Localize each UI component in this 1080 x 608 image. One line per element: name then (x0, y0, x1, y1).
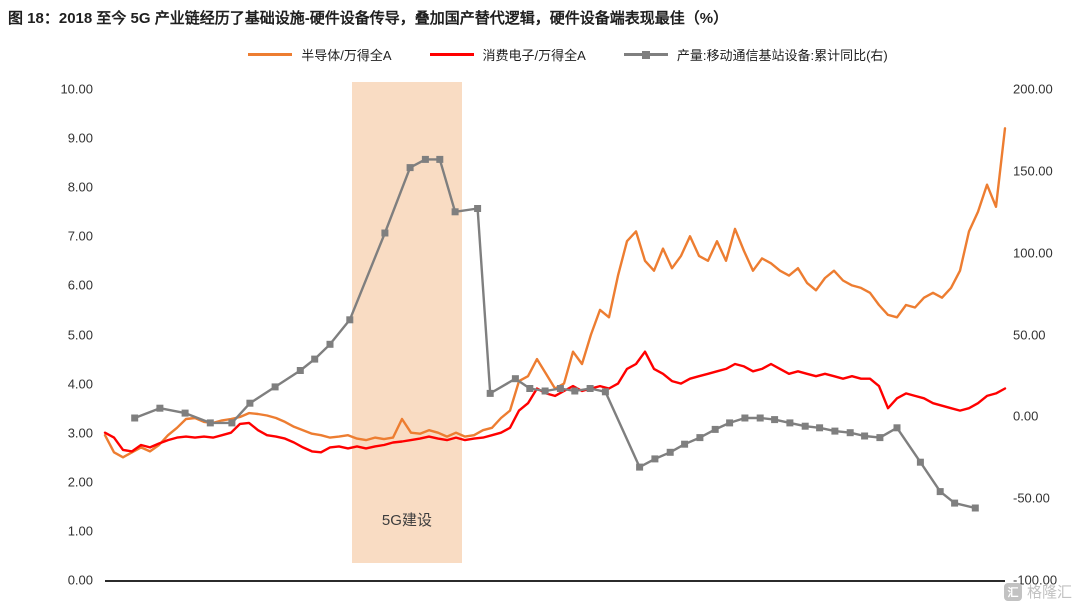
series-marker-square-icon (786, 419, 794, 427)
series-marker-square-icon (436, 155, 444, 163)
series-marker-square-icon (381, 229, 389, 237)
series-marker-square-icon (816, 424, 824, 432)
semiconductor-line-swatch (248, 50, 293, 60)
series-marker-square-icon (756, 414, 764, 422)
series-marker-square-icon (556, 385, 564, 392)
chart-canvas (103, 127, 1007, 512)
axis-tick-label: 0.00 (67, 572, 93, 588)
left-axis-ticks: 10.00 9.00 8.00 7.00 6.00 5.00 4.00 3.00 2.00 1.0… (0, 82, 97, 588)
series-marker-square-icon (801, 422, 809, 430)
axis-tick-label: 7.00 (67, 228, 93, 244)
chart-title: 图 18：2018 至今 5G 产业链经历了基础设施-硬件设备传导，叠加国产替代… (8, 10, 729, 27)
series-marker-square-icon (971, 504, 979, 512)
series-marker-square-icon (156, 404, 164, 412)
series-marker-square-icon (831, 427, 839, 435)
series-marker-square-icon (206, 419, 214, 427)
series-marker-square-icon (571, 387, 579, 395)
semiconductor-line (103, 127, 1007, 459)
series-marker-square-icon (486, 389, 494, 397)
axis-tick-label: 4.00 (67, 376, 93, 392)
right-axis-ticks: 200.00 150.00 100.00 50.00 0.00 -50.00 -100.00 (1011, 82, 1080, 588)
legend-item-base-station: 产量:移动通信基站设备:累计同比(右) (623, 45, 888, 64)
axis-tick-label: 8.00 (67, 179, 93, 195)
axis-tick-label: 50.00 (1013, 327, 1046, 342)
series-marker-square-icon (451, 208, 459, 216)
gelonghui-watermark: 汇 格隆汇 (1003, 581, 1072, 602)
series-marker-square-icon (526, 385, 534, 392)
axis-tick-label: 9.00 (67, 130, 93, 146)
base-station-line-swatch (623, 50, 668, 60)
axis-tick-label: 150.00 (1013, 163, 1053, 179)
base-station-line (133, 158, 977, 510)
axis-tick-label: 1.00 (67, 523, 93, 539)
legend-label-base-station: 产量:移动通信基站设备:累计同比(右) (676, 48, 888, 63)
series-marker-square-icon (741, 414, 749, 422)
series-marker-square-icon (601, 388, 609, 396)
gelonghui-logo-icon: 汇 (1003, 582, 1022, 601)
series-marker-square-icon (951, 499, 959, 507)
series-marker-square-icon (876, 434, 884, 442)
axis-tick-label: 100.00 (1013, 245, 1053, 261)
axis-tick-label: -100.00 (1013, 572, 1058, 588)
series-marker-square-icon (726, 419, 734, 427)
series-marker-square-icon (181, 409, 189, 417)
series-marker-square-icon (228, 419, 236, 427)
series-marker-square-icon (131, 414, 139, 422)
5g-highlight-band (351, 82, 463, 563)
series-marker-square-icon (421, 155, 429, 163)
5g-band-label: 5G建设 (381, 512, 432, 529)
series-marker-square-icon (711, 425, 719, 433)
legend-label-semiconductor: 半导体/万得全A (301, 48, 392, 63)
legend-square-marker-icon (641, 50, 650, 59)
series-marker-square-icon (246, 399, 254, 407)
series-marker-square-icon (326, 340, 334, 348)
legend-line-icon (248, 53, 293, 56)
series-marker-square-icon (406, 164, 414, 172)
plot-region: 5G建设 (103, 82, 1007, 582)
axis-tick-label: 3.00 (67, 425, 93, 441)
series-marker-square-icon (346, 316, 354, 324)
consumer-electronics-line (103, 350, 1007, 454)
axis-tick-label: 0.00 (1013, 408, 1039, 424)
axis-tick-label: 200.00 (1013, 81, 1053, 97)
series-marker-square-icon (846, 429, 854, 437)
series-marker-square-icon (681, 440, 689, 448)
series-marker-square-icon (271, 383, 279, 391)
legend-line-icon (429, 53, 474, 56)
watermark-text: 格隆汇 (1026, 584, 1072, 601)
series-marker-square-icon (916, 458, 924, 466)
series-marker-square-icon (311, 355, 319, 363)
series-marker-square-icon (586, 385, 594, 392)
consumer-electronics-line-swatch (429, 50, 474, 60)
series-marker-square-icon (771, 416, 779, 424)
axis-tick-label: 5.00 (67, 327, 93, 342)
series-marker-square-icon (474, 205, 482, 212)
series-marker-square-icon (651, 455, 659, 463)
series-marker-square-icon (666, 448, 674, 456)
series-marker-square-icon (636, 463, 644, 471)
legend-label-consumer-electronics: 消费电子/万得全A (482, 48, 586, 63)
axis-tick-label: 10.00 (60, 81, 93, 97)
series-marker-square-icon (696, 434, 704, 442)
axis-tick-label: 6.00 (67, 277, 93, 293)
series-marker-square-icon (861, 432, 869, 440)
series-marker-square-icon (541, 387, 549, 395)
series-marker-square-icon (936, 488, 944, 496)
series-marker-square-icon (893, 424, 901, 432)
legend-item-semiconductor: 半导体/万得全A (248, 45, 392, 64)
axis-tick-label: 2.00 (67, 474, 93, 490)
legend: 半导体/万得全A 消费电子/万得全A 产量:移动通信基站设备:累计同比(右) (0, 45, 1080, 64)
series-marker-square-icon (511, 375, 519, 383)
series-marker-square-icon (296, 367, 304, 374)
axis-tick-label: -50.00 (1013, 490, 1050, 506)
legend-item-consumer-electronics: 消费电子/万得全A (429, 45, 586, 64)
